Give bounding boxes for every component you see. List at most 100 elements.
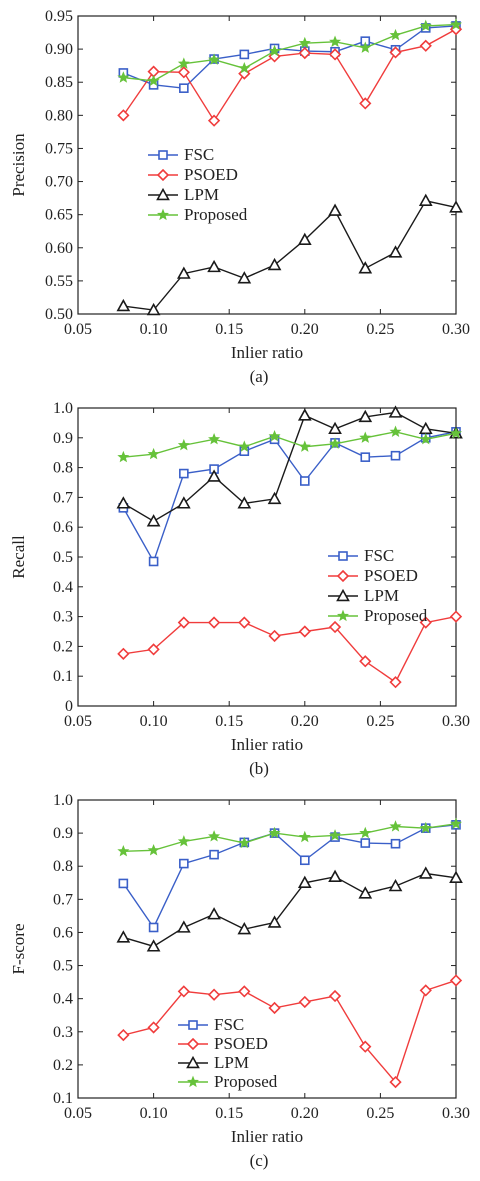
data-point bbox=[177, 616, 190, 629]
series-proposed bbox=[117, 817, 463, 857]
data-point bbox=[147, 74, 160, 87]
legend-marker bbox=[186, 1037, 200, 1051]
data-point bbox=[297, 408, 312, 421]
data-point bbox=[359, 1040, 372, 1053]
data-point bbox=[147, 447, 160, 460]
series-lpm bbox=[116, 866, 463, 952]
y-tick-label: 0.5 bbox=[53, 549, 73, 566]
y-tick-label: 0.5 bbox=[53, 958, 73, 975]
data-point bbox=[239, 49, 250, 60]
data-point bbox=[419, 821, 432, 834]
y-tick-label: 1.0 bbox=[53, 400, 73, 417]
data-point bbox=[268, 429, 281, 442]
data-point bbox=[449, 427, 463, 439]
data-point bbox=[418, 193, 433, 206]
y-tick-label: 0.2 bbox=[53, 1057, 73, 1074]
data-point bbox=[389, 676, 402, 689]
data-point bbox=[117, 450, 130, 463]
x-axis-label: Inlier ratio bbox=[231, 343, 303, 362]
series-line bbox=[123, 25, 457, 89]
legend-label: PSOED bbox=[214, 1034, 268, 1053]
data-point bbox=[207, 259, 221, 273]
y-axis-label: Precision bbox=[9, 133, 28, 197]
data-point bbox=[359, 97, 372, 110]
data-point bbox=[207, 988, 221, 1001]
data-point bbox=[328, 620, 342, 634]
series-line bbox=[122, 431, 457, 564]
data-point bbox=[179, 858, 189, 869]
data-point bbox=[329, 437, 342, 449]
series-line bbox=[123, 615, 457, 684]
data-point bbox=[299, 855, 310, 866]
legend-marker bbox=[156, 187, 170, 201]
y-tick-label: 0.4 bbox=[53, 991, 73, 1008]
data-point bbox=[268, 629, 281, 643]
x-tick-label: 0.05 bbox=[64, 321, 92, 338]
data-point bbox=[147, 1021, 160, 1034]
plot-area bbox=[77, 799, 457, 1099]
series-line bbox=[122, 824, 457, 929]
y-tick-label: 0.2 bbox=[53, 638, 73, 655]
y-tick-label: 0.4 bbox=[53, 579, 73, 596]
data-point bbox=[176, 496, 191, 509]
x-tick-label: 0.15 bbox=[215, 1105, 243, 1122]
data-point bbox=[116, 930, 131, 943]
legend-label: Proposed bbox=[364, 606, 428, 625]
legend-marker bbox=[186, 1055, 200, 1069]
y-tick-label: 0.8 bbox=[53, 858, 73, 875]
y-axis-label: F-score bbox=[9, 924, 28, 975]
panel-caption: (c) bbox=[250, 1151, 269, 1170]
chart-panel-2: 0.05 0.10 0.15 0.20 0.25 0.30 0 0.1 0.2 0.3 0.4 0.5… bbox=[9, 400, 470, 778]
data-point bbox=[146, 514, 161, 527]
data-point bbox=[328, 203, 342, 216]
y-tick-label: 0.1 bbox=[53, 1090, 73, 1107]
legend-marker bbox=[188, 1020, 198, 1030]
data-point bbox=[267, 491, 282, 505]
legend-marker bbox=[336, 609, 350, 622]
data-point bbox=[297, 232, 312, 246]
data-point bbox=[418, 866, 433, 879]
series-psoed bbox=[117, 610, 463, 689]
data-point bbox=[208, 432, 221, 445]
data-point bbox=[389, 46, 402, 59]
data-point bbox=[117, 647, 130, 660]
series-proposed bbox=[117, 18, 463, 87]
data-point bbox=[388, 878, 403, 892]
data-point bbox=[209, 849, 219, 860]
series-line bbox=[123, 431, 457, 458]
data-point bbox=[268, 44, 281, 57]
data-point bbox=[418, 421, 433, 435]
data-point bbox=[359, 431, 372, 443]
data-point bbox=[238, 985, 251, 998]
plot-area bbox=[77, 15, 457, 315]
data-point bbox=[298, 995, 311, 1009]
y-tick-label: 0.65 bbox=[45, 207, 73, 224]
panel-caption: (a) bbox=[250, 367, 269, 386]
data-point bbox=[389, 1075, 402, 1089]
data-point bbox=[117, 71, 130, 83]
data-point bbox=[297, 875, 312, 888]
y-tick-label: 0.9 bbox=[53, 430, 73, 447]
x-tick-label: 0.20 bbox=[291, 713, 319, 730]
data-point bbox=[329, 829, 342, 841]
legend-label: LPM bbox=[364, 586, 399, 605]
legend-label: Proposed bbox=[184, 205, 248, 224]
series-line bbox=[123, 823, 457, 853]
data-point bbox=[118, 878, 129, 889]
data-point bbox=[117, 1028, 130, 1042]
series-lpm bbox=[116, 193, 463, 316]
legend-label: Proposed bbox=[214, 1072, 278, 1091]
data-point bbox=[177, 835, 190, 847]
y-tick-label: 0.70 bbox=[45, 174, 73, 191]
data-point bbox=[358, 261, 373, 274]
data-point bbox=[267, 257, 282, 271]
y-tick-label: 0.75 bbox=[45, 140, 73, 157]
x-tick-label: 0.05 bbox=[64, 1105, 92, 1122]
data-point bbox=[419, 39, 432, 52]
data-point bbox=[388, 245, 403, 258]
data-point bbox=[116, 298, 131, 312]
